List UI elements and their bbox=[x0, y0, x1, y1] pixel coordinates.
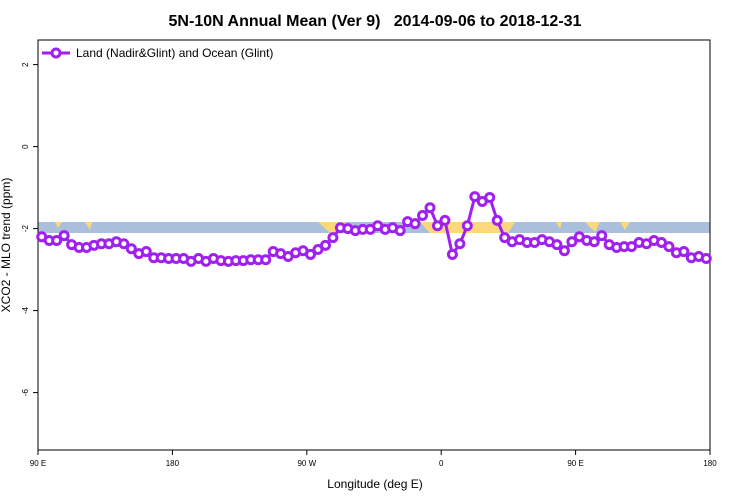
point bbox=[491, 214, 503, 226]
x-tick-label: 180 bbox=[703, 459, 717, 468]
point bbox=[558, 245, 570, 257]
point bbox=[596, 230, 608, 242]
land-patch bbox=[55, 222, 62, 228]
x-tick-label: 90 E bbox=[567, 459, 583, 468]
point bbox=[663, 241, 675, 253]
point bbox=[566, 236, 578, 248]
point bbox=[446, 248, 458, 260]
point bbox=[588, 236, 600, 248]
y-tick-label: -4 bbox=[21, 306, 30, 314]
land-patch bbox=[620, 222, 630, 230]
chart-title: 5N-10N Annual Mean (Ver 9) 2014-09-06 to… bbox=[169, 13, 582, 30]
y-tick-label: 0 bbox=[21, 144, 30, 149]
point bbox=[439, 214, 451, 226]
point bbox=[51, 234, 63, 246]
x-tick-label: 0 bbox=[439, 459, 444, 468]
y-tick-label: -6 bbox=[21, 388, 30, 396]
point bbox=[551, 239, 563, 251]
point bbox=[417, 209, 429, 221]
point bbox=[469, 191, 481, 203]
point bbox=[484, 191, 496, 203]
point bbox=[118, 238, 130, 250]
point bbox=[58, 230, 70, 242]
point bbox=[461, 220, 473, 232]
x-tick-label: 90 W bbox=[297, 459, 316, 468]
legend-label: Land (Nadir&Glint) and Ocean (Glint) bbox=[76, 46, 273, 60]
y-tick-label: -2 bbox=[21, 224, 30, 232]
y-axis-label: XCO2 - MLO trend (ppm) bbox=[0, 178, 13, 313]
legend-marker bbox=[50, 47, 62, 59]
point bbox=[394, 225, 406, 237]
point bbox=[678, 246, 690, 258]
y-tick-label: 2 bbox=[21, 62, 30, 67]
x-tick-label: 90 E bbox=[30, 459, 46, 468]
point bbox=[409, 218, 421, 230]
point bbox=[305, 248, 317, 260]
x-tick-label: 180 bbox=[166, 459, 180, 468]
plot-frame bbox=[37, 39, 711, 451]
point bbox=[700, 253, 712, 265]
point bbox=[140, 246, 152, 258]
land-patch bbox=[85, 222, 92, 230]
x-axis-label: Longitude (deg E) bbox=[327, 477, 422, 491]
land-patch bbox=[585, 222, 600, 232]
land-patch bbox=[556, 222, 562, 229]
point bbox=[319, 239, 331, 251]
point bbox=[424, 202, 436, 214]
point bbox=[260, 254, 272, 266]
point bbox=[454, 238, 466, 250]
point bbox=[327, 232, 339, 244]
point bbox=[431, 220, 443, 232]
point bbox=[125, 243, 137, 255]
